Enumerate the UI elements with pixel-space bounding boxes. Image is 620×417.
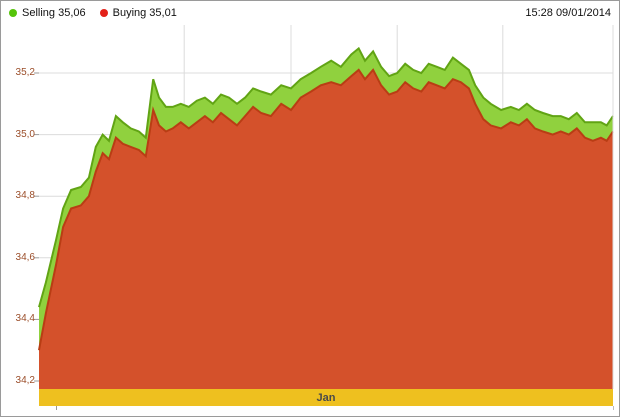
y-axis-tick-label: 34,2 — [15, 375, 35, 386]
y-axis-tick-label: 35,0 — [15, 128, 35, 140]
x-axis-bar: Jan — [39, 389, 613, 406]
selling-dot-icon — [9, 9, 17, 17]
chart-header: Selling 35,06 Buying 35,01 15:28 09/01/2… — [1, 1, 619, 25]
chart-area: 35,2 35,0 34,8 34,6 34,4 34,2 — [1, 25, 619, 389]
x-axis-right-tick — [613, 406, 614, 410]
legend-label-selling: Selling 35,06 — [22, 7, 86, 19]
price-area-chart — [34, 25, 614, 389]
quote-timestamp: 15:28 09/01/2014 — [525, 7, 611, 19]
y-axis-tick-label: 34,4 — [15, 313, 35, 325]
x-axis-tick — [56, 406, 57, 410]
y-axis-tick-label: 35,2 — [15, 67, 35, 78]
x-axis-label-jan: Jan — [316, 391, 336, 404]
legend-item-buying: Buying 35,01 — [99, 7, 177, 19]
bottom-strip — [1, 406, 619, 416]
legend-label-buying: Buying 35,01 — [112, 7, 177, 19]
buying-dot-icon — [99, 9, 108, 17]
y-axis-tick-label: 34,6 — [15, 251, 35, 263]
y-axis-tick-label: 34,8 — [15, 190, 35, 202]
legend-item-selling: Selling 35,06 — [9, 7, 86, 19]
